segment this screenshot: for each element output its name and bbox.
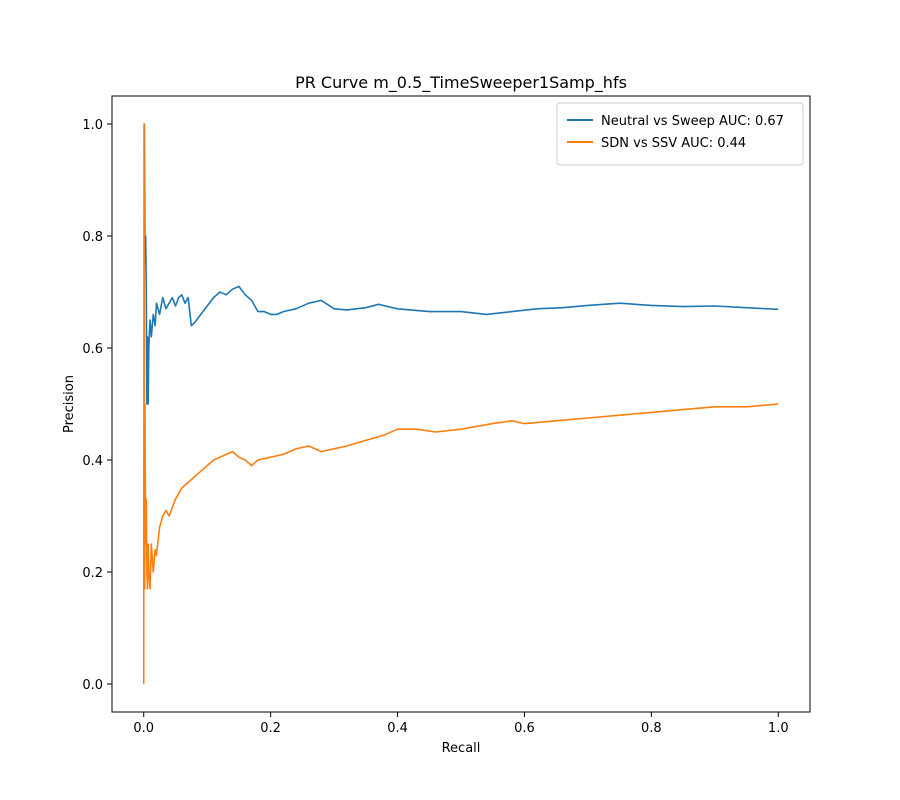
x-tick-label: 0.8 [641, 721, 662, 736]
x-tick-label: 0.4 [387, 721, 408, 736]
y-tick-label: 0.0 [82, 678, 103, 693]
y-axis: 0.0 0.2 0.4 0.6 0.8 1.0 [82, 118, 112, 693]
x-tick-label: 0.2 [260, 721, 281, 736]
legend-label: Neutral vs Sweep AUC: 0.67 [601, 114, 784, 129]
y-axis-label: Precision [62, 375, 77, 433]
x-tick-label: 0.6 [514, 721, 535, 736]
x-axis: 0.0 0.2 0.4 0.6 0.8 1.0 [133, 712, 789, 736]
x-tick-label: 0.0 [133, 721, 154, 736]
legend-box [556, 102, 804, 166]
chart-title: PR Curve m_0.5_TimeSweeper1Samp_hfs [295, 73, 627, 93]
plot-frame [111, 95, 811, 713]
series-line-2 [142, 123, 779, 685]
x-axis-label: Recall [442, 741, 481, 756]
series-line-1 [143, 123, 779, 405]
y-tick-label: 0.6 [82, 342, 103, 357]
y-tick-label: 1.0 [82, 118, 103, 133]
y-tick-label: 0.4 [82, 454, 103, 469]
series-layer [142, 123, 779, 685]
legend: Neutral vs Sweep AUC: 0.67 SDN vs SSV AUC… [556, 102, 804, 166]
x-tick-label: 1.0 [768, 721, 789, 736]
y-tick-label: 0.8 [82, 230, 103, 245]
y-tick-label: 0.2 [82, 566, 103, 581]
legend-label: SDN vs SSV AUC: 0.44 [601, 136, 746, 151]
